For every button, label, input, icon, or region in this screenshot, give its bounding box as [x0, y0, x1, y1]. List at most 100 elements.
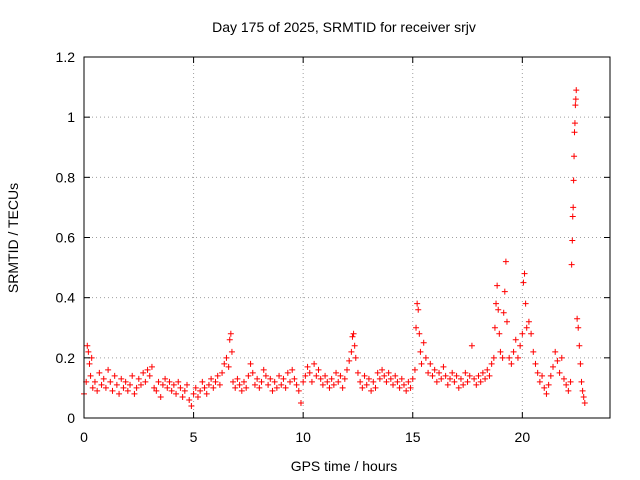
- data-point: [414, 300, 421, 307]
- data-point: [164, 384, 171, 391]
- data-point: [295, 387, 302, 394]
- data-point: [243, 384, 250, 391]
- data-point: [313, 372, 320, 379]
- data-point: [363, 381, 370, 388]
- data-point: [453, 372, 460, 379]
- data-point: [579, 387, 586, 394]
- data-point: [140, 369, 147, 376]
- data-point: [107, 378, 114, 385]
- data-point: [230, 378, 237, 385]
- data-point: [254, 375, 261, 382]
- data-point: [394, 378, 401, 385]
- data-point: [339, 384, 346, 391]
- data-point: [494, 282, 501, 289]
- data-point: [500, 309, 507, 316]
- axis-ticks: 0 0.2 0.4 0.6 0.8 1 1.2 0 5 10 15 20: [56, 49, 610, 445]
- data-point: [392, 372, 399, 379]
- data-point: [148, 363, 155, 370]
- data-point: [523, 324, 530, 331]
- data-point: [525, 318, 532, 325]
- data-point: [173, 390, 180, 397]
- data-point: [405, 378, 412, 385]
- data-point: [335, 378, 342, 385]
- data-point: [552, 348, 559, 355]
- data-point: [214, 372, 221, 379]
- y-tick-label: 1.2: [56, 49, 76, 65]
- data-point: [284, 369, 291, 376]
- data-point: [580, 393, 587, 400]
- data-point: [289, 366, 296, 373]
- data-point: [258, 378, 265, 385]
- data-point: [111, 372, 118, 379]
- data-point: [240, 378, 247, 385]
- data-point: [520, 279, 527, 286]
- data-point: [330, 381, 337, 388]
- data-point: [354, 369, 361, 376]
- data-point: [567, 378, 574, 385]
- data-point: [560, 375, 567, 382]
- data-point: [521, 270, 528, 277]
- data-point: [370, 378, 377, 385]
- data-point: [205, 381, 212, 388]
- data-point: [304, 363, 311, 370]
- data-point: [541, 384, 548, 391]
- data-point: [451, 378, 458, 385]
- data-point: [300, 378, 307, 385]
- data-point: [192, 384, 199, 391]
- data-point: [475, 372, 482, 379]
- data-point: [471, 375, 478, 382]
- data-point: [536, 378, 543, 385]
- y-tick-label: 1: [67, 109, 75, 125]
- data-point: [417, 348, 424, 355]
- data-point: [543, 390, 550, 397]
- data-point: [473, 381, 480, 388]
- data-point: [407, 384, 414, 391]
- data-point: [361, 372, 368, 379]
- data-point: [488, 360, 495, 367]
- data-point: [522, 300, 529, 307]
- data-point: [575, 324, 582, 331]
- data-point: [422, 354, 429, 361]
- data-point: [506, 354, 513, 361]
- data-point: [390, 381, 397, 388]
- data-point: [447, 375, 454, 382]
- x-tick-label: 15: [405, 429, 421, 445]
- data-point: [177, 384, 184, 391]
- y-tick-label: 0.2: [56, 350, 76, 366]
- data-point: [265, 381, 272, 388]
- data-point: [221, 360, 228, 367]
- data-point: [109, 387, 116, 394]
- data-point: [247, 360, 254, 367]
- data-point: [464, 378, 471, 385]
- data-point: [376, 375, 383, 382]
- data-point: [225, 363, 232, 370]
- data-point: [159, 381, 166, 388]
- data-point: [576, 342, 583, 349]
- data-point: [96, 369, 103, 376]
- data-point: [280, 375, 287, 382]
- data-point: [398, 375, 405, 382]
- data-point: [341, 375, 348, 382]
- data-point: [297, 399, 304, 406]
- data-point: [262, 372, 269, 379]
- data-point: [484, 366, 491, 373]
- data-point: [491, 324, 498, 331]
- data-point: [197, 387, 204, 394]
- data-point: [228, 348, 235, 355]
- data-point: [190, 390, 197, 397]
- data-point: [352, 354, 359, 361]
- data-point: [449, 369, 456, 376]
- data-point: [199, 378, 206, 385]
- data-point: [372, 384, 379, 391]
- data-point: [502, 258, 509, 265]
- data-point: [365, 375, 372, 382]
- data-point: [131, 390, 138, 397]
- data-point: [348, 348, 355, 355]
- data-point: [184, 381, 191, 388]
- data-point: [396, 384, 403, 391]
- data-point: [273, 384, 280, 391]
- data-point: [563, 381, 570, 388]
- data-point: [269, 387, 276, 394]
- y-tick-label: 0: [67, 410, 75, 426]
